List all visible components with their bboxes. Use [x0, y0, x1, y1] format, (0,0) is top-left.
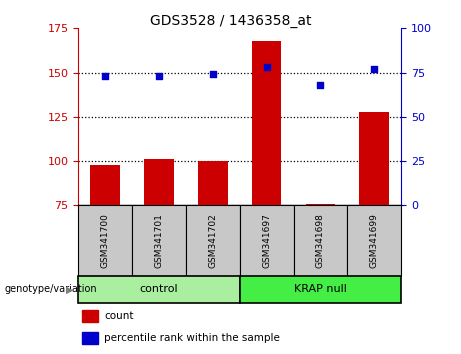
Bar	[306, 204, 335, 205]
Text: GDS3528 / 1436358_at: GDS3528 / 1436358_at	[150, 14, 311, 28]
Text: GSM341698: GSM341698	[316, 213, 325, 268]
Bar	[132, 205, 186, 276]
Point	[209, 72, 217, 77]
Text: percentile rank within the sample: percentile rank within the sample	[104, 333, 280, 343]
Point	[371, 66, 378, 72]
Text: control: control	[140, 284, 178, 295]
Bar	[82, 332, 98, 344]
Bar	[90, 165, 120, 205]
Text: count: count	[104, 312, 134, 321]
Point	[263, 64, 270, 70]
Bar	[360, 112, 389, 205]
Text: GSM341701: GSM341701	[154, 213, 164, 268]
Point	[317, 82, 324, 88]
Bar	[240, 276, 401, 303]
Text: ▶: ▶	[66, 284, 74, 295]
Bar	[144, 159, 174, 205]
Bar	[252, 41, 281, 205]
Bar	[186, 205, 240, 276]
Bar	[294, 205, 347, 276]
Bar	[78, 205, 132, 276]
Point	[155, 73, 163, 79]
Bar	[240, 205, 294, 276]
Text: GSM341702: GSM341702	[208, 213, 217, 268]
Text: GSM341700: GSM341700	[101, 213, 110, 268]
Text: GSM341697: GSM341697	[262, 213, 271, 268]
Text: GSM341699: GSM341699	[370, 213, 378, 268]
Bar	[347, 205, 401, 276]
Bar	[82, 310, 98, 322]
Point	[101, 73, 109, 79]
Bar	[78, 276, 240, 303]
Bar	[198, 161, 228, 205]
Text: KRAP null: KRAP null	[294, 284, 347, 295]
Text: genotype/variation: genotype/variation	[5, 284, 97, 295]
